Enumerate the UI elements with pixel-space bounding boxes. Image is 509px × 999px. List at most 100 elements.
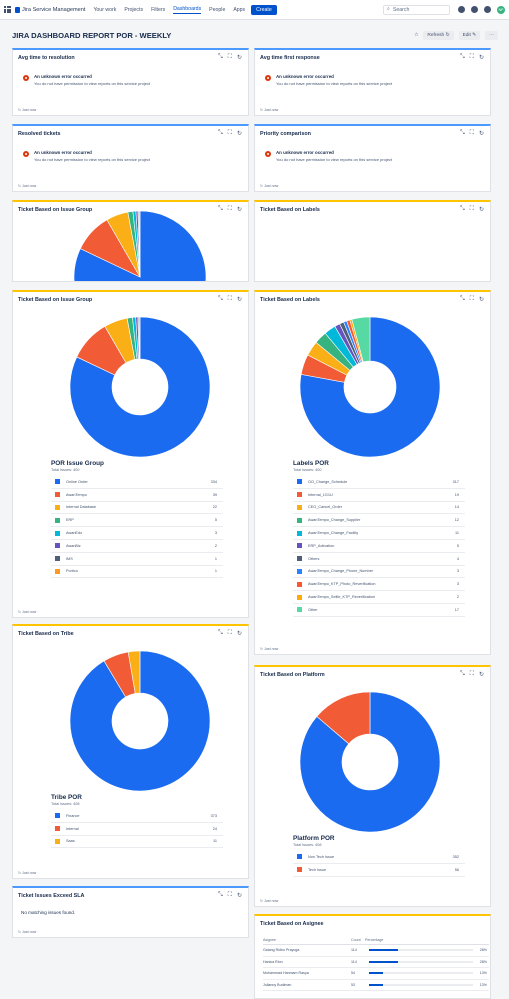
legend-item[interactable]: Online Order 334 [51, 476, 223, 489]
expand-icon[interactable]: ⛶ [227, 296, 232, 302]
nav-projects[interactable]: Projects [124, 6, 144, 13]
refresh-icon[interactable]: ↻ [236, 55, 242, 61]
table-row[interactable]: Jollanny Budiman 53 13% [263, 980, 489, 991]
slice-other[interactable] [351, 316, 371, 363]
settings-icon[interactable] [484, 6, 491, 13]
slice-online-order[interactable] [73, 210, 207, 282]
table-row[interactable]: Hanica Rion 114 28% [263, 957, 489, 968]
search-input[interactable]: ⌕ Search [383, 4, 450, 15]
legend-item[interactable]: Portico 1 [51, 566, 223, 579]
legend-label[interactable]: AwanTempo_KTP_Photo_Reverification [308, 582, 376, 587]
legend-item[interactable]: Internal 24 [51, 823, 223, 836]
assignee-name[interactable]: Muhammad Hanmam Rasya [263, 971, 309, 976]
legend-item[interactable]: AwanBiz 2 [51, 540, 223, 553]
minimize-icon[interactable]: ⤡ [459, 54, 465, 60]
refresh-icon[interactable]: ↻ [478, 672, 484, 678]
expand-icon[interactable]: ⛶ [227, 130, 232, 136]
app-switcher-icon[interactable] [4, 6, 11, 13]
more-button[interactable]: ··· [485, 30, 498, 40]
legend-item[interactable]: IMS 1 [51, 553, 223, 566]
slice-oo-change-schedule[interactable] [299, 316, 441, 458]
legend-label[interactable]: Finance [66, 813, 80, 818]
legend-label[interactable]: Saas [66, 839, 75, 844]
legend-item[interactable]: ERP_Activation 5 [293, 540, 465, 553]
legend-label[interactable]: Internal Database [66, 505, 96, 510]
nav-apps[interactable]: Apps [233, 6, 246, 13]
legend-label[interactable]: Online Order [66, 479, 88, 484]
avatar[interactable]: NP [497, 5, 505, 14]
legend-item[interactable]: AwanTempo_Change_Supplier 12 [293, 514, 465, 528]
legend-item[interactable]: Other 17 [293, 604, 465, 617]
legend-item[interactable]: Internal_1G1U 19 [293, 489, 465, 502]
legend-label[interactable]: Other [308, 607, 318, 612]
refresh-icon[interactable]: ↻ [236, 131, 242, 137]
legend-item[interactable]: ERP 5 [51, 514, 223, 528]
assignee-name[interactable]: Hanica Rion [263, 959, 283, 964]
minimize-icon[interactable]: ⤡ [217, 206, 223, 212]
refresh-icon[interactable]: ↻ [478, 131, 484, 137]
refresh-button[interactable]: Refresh ↻ [423, 30, 454, 40]
nav-your-work[interactable]: Your work [93, 6, 117, 13]
expand-icon[interactable]: ⛶ [227, 630, 232, 636]
legend-label[interactable]: IMS [66, 556, 73, 561]
legend-item[interactable]: Saas 11 [51, 836, 223, 849]
refresh-icon[interactable]: ↻ [236, 207, 242, 213]
expand-icon[interactable]: ⛶ [469, 671, 474, 677]
assignee-name[interactable]: Jollanny Budiman [263, 982, 292, 987]
legend-item[interactable]: AwanTempo 39 [51, 489, 223, 502]
legend-label[interactable]: ERP [66, 518, 74, 523]
legend-label[interactable]: CEO_Cancel_Order [308, 505, 342, 510]
slice-tech-issue[interactable] [316, 691, 371, 745]
legend-label[interactable]: AwanTempo_Change_Supplier [308, 518, 361, 523]
nav-people[interactable]: People [209, 6, 226, 13]
legend-item[interactable]: AwanEdo 3 [51, 527, 223, 540]
refresh-icon[interactable]: ↻ [478, 207, 484, 213]
legend-label[interactable]: Non Tech Issue [308, 854, 335, 859]
slice-finance[interactable] [69, 650, 211, 792]
expand-icon[interactable]: ⛶ [469, 130, 474, 136]
nav-dashboards[interactable]: Dashboards [173, 5, 202, 14]
minimize-icon[interactable]: ⤡ [459, 206, 465, 212]
assignee-name[interactable]: Galang Ridho Prayoga [263, 948, 300, 953]
help-icon[interactable] [471, 6, 478, 13]
star-icon[interactable]: ☆ [414, 32, 419, 38]
expand-icon[interactable]: ⛶ [469, 54, 474, 60]
legend-label[interactable]: Tech Issue [308, 867, 327, 872]
legend-item[interactable]: AwanTempo_KTP_Photo_Reverification 3 [293, 578, 465, 592]
legend-label[interactable]: AwanTempo_Selfie_KTP_Reverification [308, 595, 376, 600]
minimize-icon[interactable]: ⤡ [459, 671, 465, 677]
legend-label[interactable]: AwanTempo_Change_Facility [308, 531, 359, 536]
legend-label[interactable]: OO_Change_Schedule [308, 479, 348, 484]
minimize-icon[interactable]: ⤡ [217, 130, 223, 136]
minimize-icon[interactable]: ⤡ [217, 892, 223, 898]
edit-button[interactable]: Edit ✎ [458, 30, 481, 40]
legend-item[interactable]: Tech Issue 56 [293, 864, 465, 877]
refresh-icon[interactable]: ↻ [478, 55, 484, 61]
slice-saas[interactable] [127, 650, 141, 694]
minimize-icon[interactable]: ⤡ [217, 54, 223, 60]
minimize-icon[interactable]: ⤡ [459, 130, 465, 136]
table-row[interactable]: Muhammad Hanmam Rasya 54 13% [263, 968, 489, 980]
refresh-icon[interactable]: ↻ [236, 297, 242, 303]
minimize-icon[interactable]: ⤡ [459, 296, 465, 302]
expand-icon[interactable]: ⛶ [227, 892, 232, 898]
legend-label[interactable]: Internal_1G1U [308, 492, 333, 497]
minimize-icon[interactable]: ⤡ [217, 296, 223, 302]
notifications-icon[interactable] [458, 6, 465, 13]
product-logo[interactable]: Jira Service Management [15, 6, 85, 13]
legend-label[interactable]: Others [308, 556, 320, 561]
refresh-icon[interactable]: ↻ [236, 893, 242, 899]
slice-online-order[interactable] [69, 316, 211, 458]
legend-label[interactable]: AwanEdo [66, 531, 83, 536]
slice-non-tech-issue[interactable] [299, 691, 441, 833]
legend-item[interactable]: AwanTempo_Change_Phone_Number 3 [293, 566, 465, 579]
legend-label[interactable]: Internal [66, 826, 79, 831]
legend-label[interactable]: Portico [66, 569, 78, 574]
legend-item[interactable]: CEO_Cancel_Order 14 [293, 502, 465, 515]
legend-item[interactable]: Internal Database 22 [51, 502, 223, 515]
expand-icon[interactable]: ⛶ [469, 206, 474, 212]
legend-label[interactable]: ERP_Activation [308, 543, 335, 548]
slice-portico[interactable] [138, 316, 141, 360]
legend-item[interactable]: Finance 373 [51, 810, 223, 823]
legend-item[interactable]: Non Tech Issue 352 [293, 851, 465, 864]
